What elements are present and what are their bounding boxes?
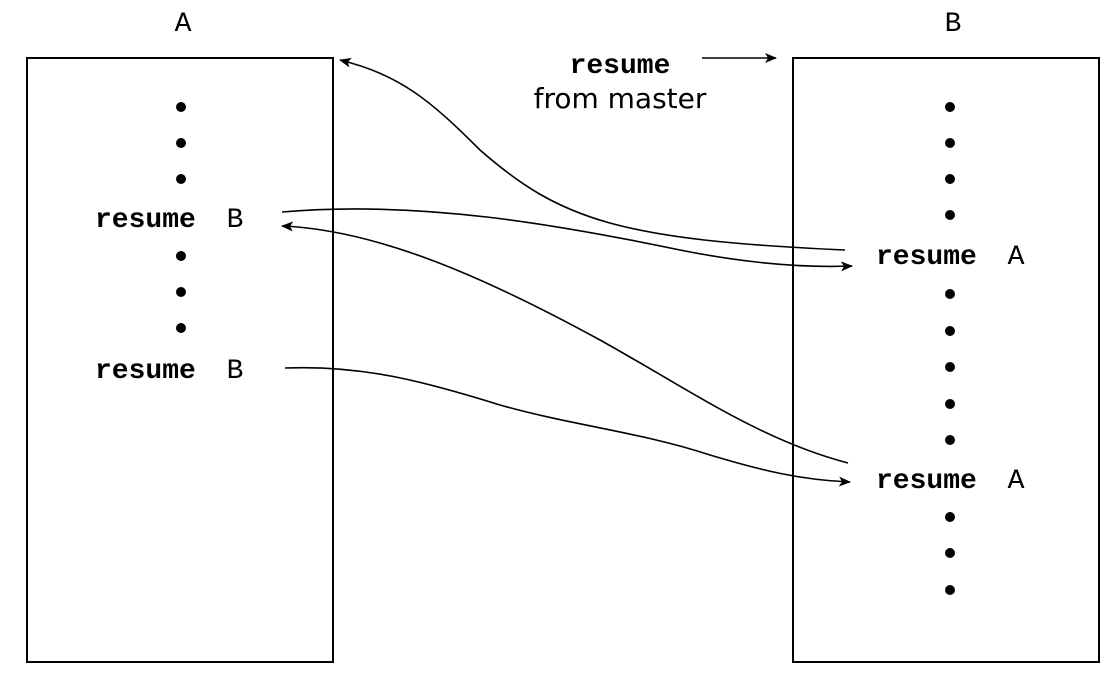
ellipsis-dot <box>176 102 186 112</box>
ellipsis-dot <box>176 287 186 297</box>
ellipsis-dot <box>945 326 955 336</box>
resume-keyword: resume <box>95 356 196 387</box>
ellipsis-dot <box>945 138 955 148</box>
master-resume-keyword: resume <box>570 51 671 82</box>
coroutine-b-title: B <box>945 9 962 40</box>
resume-keyword: resume <box>95 205 196 236</box>
resume-keyword: resume <box>876 466 977 497</box>
coroutine-a-statement-1: resume B <box>95 205 243 236</box>
ellipsis-dot <box>945 210 955 220</box>
coroutine-a-box <box>26 57 334 663</box>
arrow-b-resume-a-to-a-start <box>339 57 846 251</box>
resume-target: A <box>1008 466 1025 497</box>
coroutine-b-statement-1: resume A <box>876 242 1025 273</box>
coroutine-a-ellipsis-top <box>176 102 186 184</box>
resume-keyword: resume <box>876 242 977 273</box>
arrow-a-first-resume-b-to-b-first-resume-a <box>281 208 853 272</box>
coroutine-b-ellipsis-middle <box>945 289 955 445</box>
ellipsis-dot <box>945 102 955 112</box>
coroutine-a-statement-2: resume B <box>95 356 243 387</box>
ellipsis-dot <box>945 435 955 445</box>
coroutine-b-box <box>792 57 1100 663</box>
master-resume-source: from master <box>534 82 707 115</box>
coroutine-a-title: A <box>175 9 192 40</box>
ellipsis-dot <box>945 174 955 184</box>
coroutine-b-statement-2: resume A <box>876 466 1025 497</box>
ellipsis-dot <box>945 585 955 595</box>
ellipsis-dot <box>176 251 186 261</box>
resume-target: A <box>1008 242 1025 273</box>
ellipsis-dot <box>945 548 955 558</box>
ellipsis-dot <box>176 323 186 333</box>
arrow-b-second-resume-a-to-a-first-resume-b <box>281 221 849 464</box>
arrow-a-second-resume-b-to-b-second-resume-a <box>284 366 851 487</box>
coroutine-a-ellipsis-middle <box>176 251 186 333</box>
resume-target: B <box>227 356 244 387</box>
ellipsis-dot <box>176 138 186 148</box>
ellipsis-dot <box>945 399 955 409</box>
ellipsis-dot <box>945 362 955 372</box>
ellipsis-dot <box>945 289 955 299</box>
ellipsis-dot <box>176 174 186 184</box>
resume-target: B <box>227 205 244 236</box>
coroutine-b-ellipsis-bottom <box>945 512 955 595</box>
ellipsis-dot <box>945 512 955 522</box>
coroutine-b-ellipsis-top <box>945 102 955 220</box>
